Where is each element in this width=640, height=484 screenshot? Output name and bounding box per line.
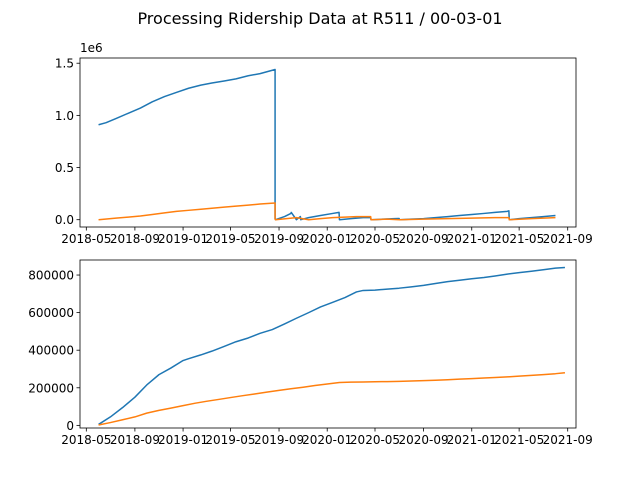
x-tick-label: 2020-09 xyxy=(398,232,448,246)
subplot-2: 2018-052018-092019-012019-052019-092020-… xyxy=(28,259,593,447)
x-tick-label: 2018-05 xyxy=(61,232,111,246)
x-tick-label: 2019-05 xyxy=(205,232,255,246)
figure-title: Processing Ridership Data at R511 / 00-0… xyxy=(137,9,502,28)
x-tick-label: 2021-05 xyxy=(494,433,544,447)
x-tick-label: 2019-01 xyxy=(158,433,208,447)
x-tick-label: 2020-05 xyxy=(350,232,400,246)
x-tick-label: 2020-09 xyxy=(398,433,448,447)
x-tick-label: 2021-09 xyxy=(543,433,593,447)
x-tick-label: 2019-09 xyxy=(254,433,304,447)
x-tick-label: 2018-09 xyxy=(110,433,160,447)
x-tick-label: 2021-01 xyxy=(447,232,497,246)
y-tick-label: 0.5 xyxy=(55,161,74,175)
x-tick-label: 2019-09 xyxy=(254,232,304,246)
x-tick-label: 2018-09 xyxy=(110,232,160,246)
y-tick-label: 800000 xyxy=(28,269,74,283)
x-tick-label: 2021-09 xyxy=(543,232,593,246)
subplot-1: 2018-052018-092019-012019-052019-092020-… xyxy=(55,41,593,246)
y-tick-label: 1.0 xyxy=(55,109,74,123)
y-tick-label: 0.0 xyxy=(55,213,74,227)
y-offset-label: 1e6 xyxy=(80,41,103,55)
x-tick-label: 2021-01 xyxy=(447,433,497,447)
x-tick-label: 2019-05 xyxy=(205,433,255,447)
x-tick-label: 2021-05 xyxy=(494,232,544,246)
y-tick-label: 0 xyxy=(66,419,74,433)
x-tick-label: 2020-01 xyxy=(302,433,352,447)
y-tick-label: 400000 xyxy=(28,344,74,358)
series-2-line xyxy=(98,202,556,221)
axes-frame xyxy=(79,57,577,228)
axes-frame xyxy=(79,259,577,429)
series-1-line xyxy=(98,68,556,221)
x-tick-label: 2019-01 xyxy=(158,232,208,246)
series-1-line xyxy=(98,266,565,426)
y-tick-label: 600000 xyxy=(28,306,74,320)
x-tick-label: 2020-01 xyxy=(302,232,352,246)
x-tick-label: 2020-05 xyxy=(350,433,400,447)
y-tick-label: 200000 xyxy=(28,381,74,395)
x-tick-label: 2018-05 xyxy=(61,433,111,447)
series-2-line xyxy=(98,372,566,426)
y-tick-label: 1.5 xyxy=(55,57,74,71)
